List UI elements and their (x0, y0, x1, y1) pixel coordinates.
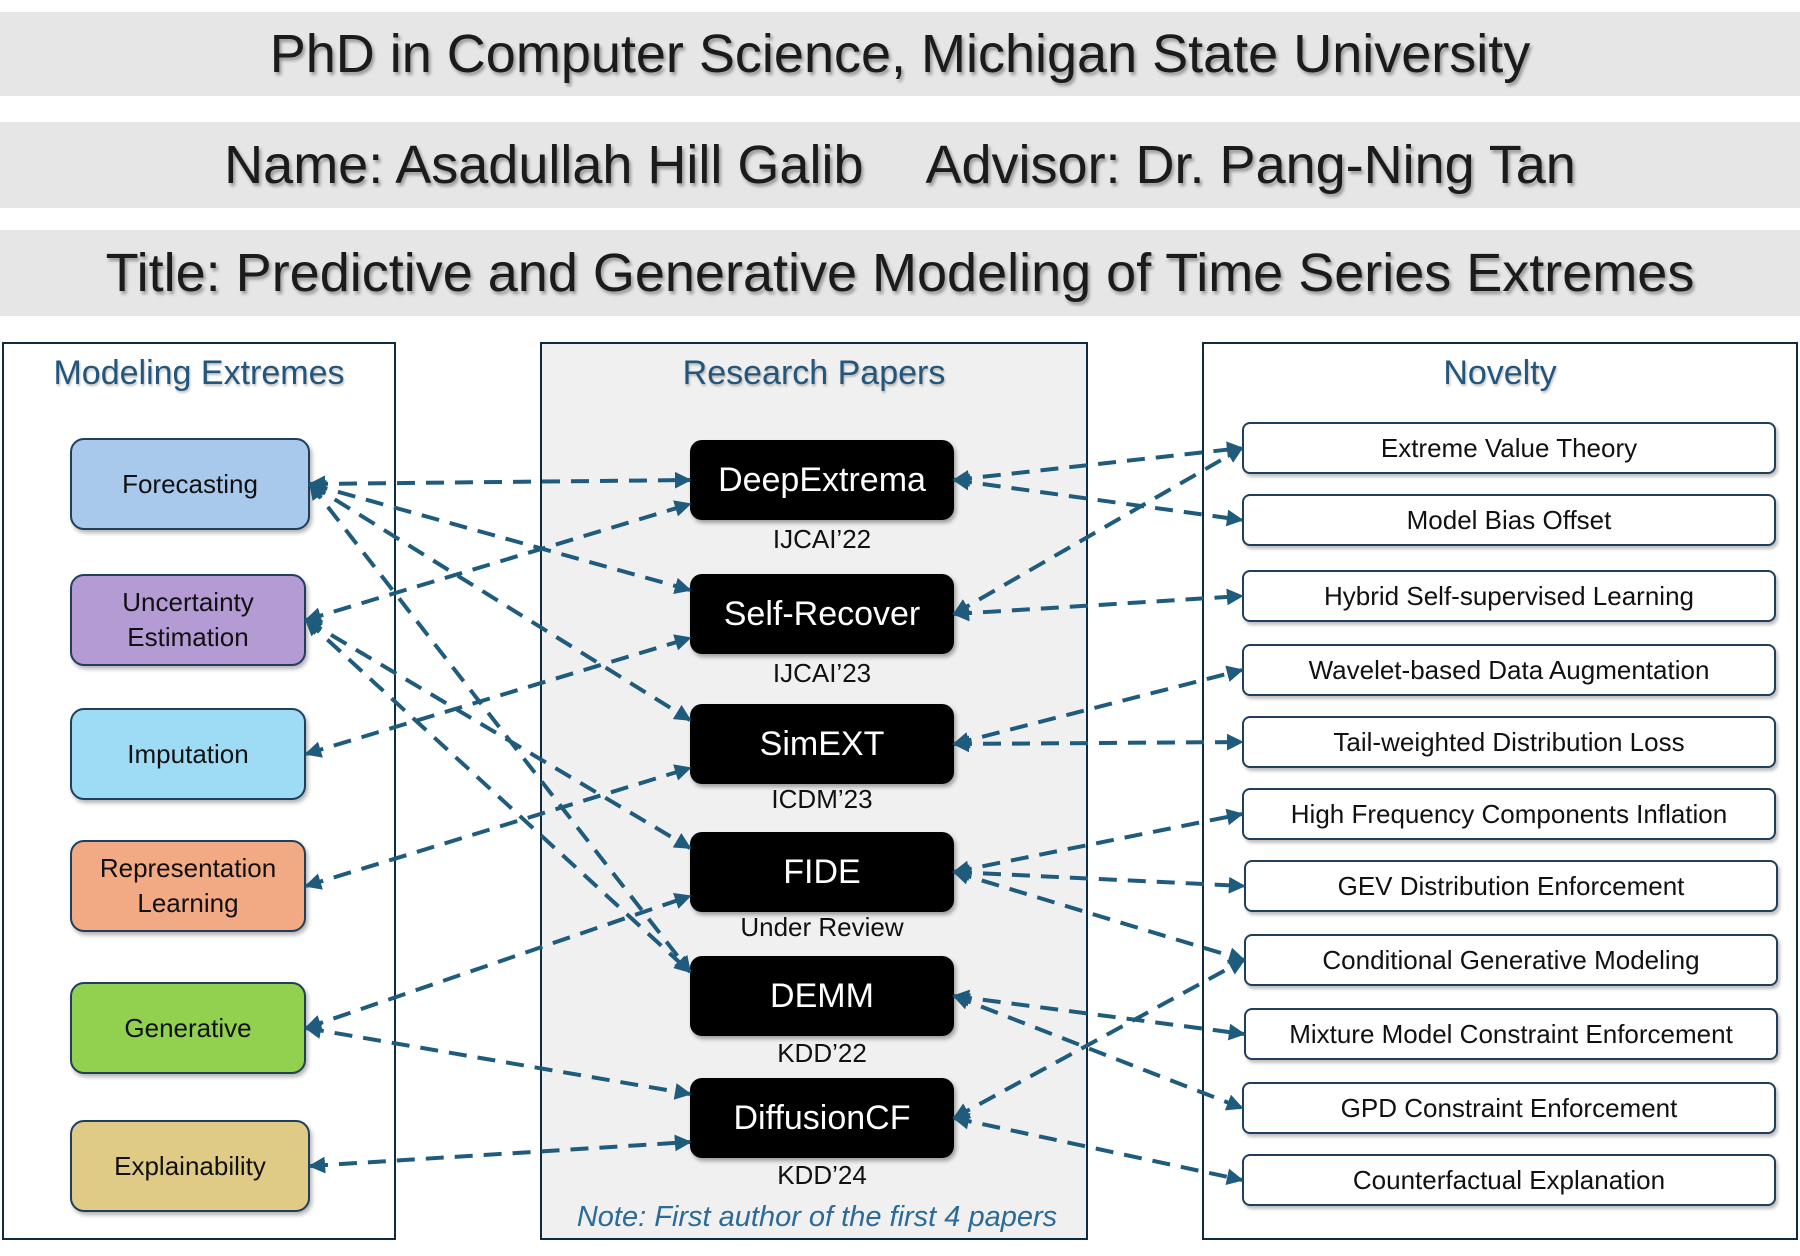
authorship-note: Note: First author of the first 4 papers (576, 1201, 1058, 1233)
novelty-conditional-generative-modeling: Conditional Generative Modeling (1244, 934, 1778, 986)
task-representation-learning: Representation Learning (70, 840, 306, 932)
dissertation-title: Title: Predictive and Generative Modelin… (105, 243, 1695, 303)
novelty-mixture-model-enforcement: Mixture Model Constraint Enforcement (1244, 1008, 1778, 1060)
degree-banner: PhD in Computer Science, Michigan State … (0, 12, 1800, 96)
novelty-extreme-value-theory: Extreme Value Theory (1242, 422, 1776, 474)
venue-fide: Under Review (740, 912, 904, 942)
novelty-wavelet-data-augmentation: Wavelet-based Data Augmentation (1242, 644, 1776, 696)
modeling-extremes-heading: Modeling Extremes (53, 354, 345, 392)
paper-self-recover: Self-Recover (690, 574, 954, 654)
novelty-panel: Novelty Extreme Value Theory Model Bias … (1202, 342, 1798, 1240)
paper-fide: FIDE (690, 832, 954, 912)
paper-demm: DEMM (690, 956, 954, 1036)
task-imputation: Imputation (70, 708, 306, 800)
novelty-heading: Novelty (1443, 354, 1557, 392)
novelty-tail-weighted-loss: Tail-weighted Distribution Loss (1242, 716, 1776, 768)
research-papers-heading: Research Papers (682, 354, 946, 392)
novelty-model-bias-offset: Model Bias Offset (1242, 494, 1776, 546)
research-papers-panel: Research Papers DeepExtrema IJCAI’22 Sel… (540, 342, 1088, 1240)
venue-deepextrema: IJCAI’22 (772, 524, 872, 554)
task-uncertainty-estimation: Uncertainty Estimation (70, 574, 306, 666)
venue-simext: ICDM’23 (771, 784, 873, 814)
advisor-name: Advisor: Dr. Pang-Ning Tan (925, 135, 1576, 195)
modeling-extremes-panel: Modeling Extremes Forecasting Uncertaint… (2, 342, 396, 1240)
paper-deepextrema: DeepExtrema (690, 440, 954, 520)
student-name: Name: Asadullah Hill Galib (224, 135, 864, 195)
degree-text: PhD in Computer Science, Michigan State … (269, 24, 1531, 84)
venue-self-recover: IJCAI’23 (772, 658, 872, 688)
title-banner: Title: Predictive and Generative Modelin… (0, 230, 1800, 316)
task-explainability: Explainability (70, 1120, 310, 1212)
paper-simext: SimEXT (690, 704, 954, 784)
paper-diffusioncf: DiffusionCF (690, 1078, 954, 1158)
task-forecasting: Forecasting (70, 438, 310, 530)
novelty-gpd-enforcement: GPD Constraint Enforcement (1242, 1082, 1776, 1134)
novelty-gev-enforcement: GEV Distribution Enforcement (1244, 860, 1778, 912)
novelty-high-frequency-inflation: High Frequency Components Inflation (1242, 788, 1776, 840)
novelty-hybrid-self-supervised-learning: Hybrid Self-supervised Learning (1242, 570, 1776, 622)
name-banner: Name: Asadullah Hill Galib Advisor: Dr. … (0, 122, 1800, 208)
novelty-counterfactual-explanation: Counterfactual Explanation (1242, 1154, 1776, 1206)
venue-diffusioncf: KDD’24 (777, 1160, 867, 1190)
task-generative: Generative (70, 982, 306, 1074)
venue-demm: KDD’22 (777, 1038, 867, 1068)
